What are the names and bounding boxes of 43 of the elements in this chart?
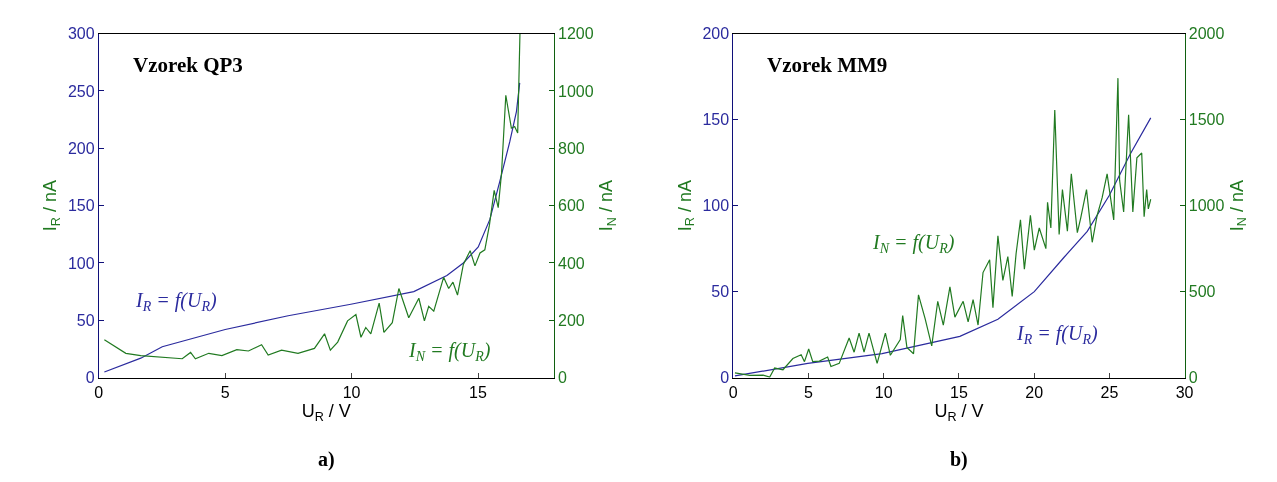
- y-tick-label: 150: [702, 111, 730, 129]
- y2-tick-label: 500: [1188, 283, 1216, 301]
- x-tick-label: 10: [874, 383, 893, 401]
- x-axis-title: U$_{R}$ / V: [301, 400, 351, 424]
- text: Vzorek QP3: [133, 53, 243, 77]
- y-tick-label: 250: [67, 82, 95, 100]
- text: b): [950, 448, 968, 471]
- series-label: I$_{N}$ = f(U$_{R}$): [872, 231, 955, 257]
- y2-tick-label: 1000: [558, 82, 594, 100]
- y-tick-label: 0: [85, 369, 95, 387]
- x-tick-label: 5: [220, 383, 230, 401]
- x-tick-label: 15: [469, 383, 487, 401]
- text: Vzorek MM9: [767, 53, 888, 77]
- y-tick-label: 50: [76, 311, 95, 329]
- text: a): [318, 448, 335, 471]
- y2-tick-label: 200: [558, 311, 585, 329]
- y-tick-label: 100: [702, 197, 730, 215]
- y-tick-label: 50: [711, 283, 730, 301]
- x-axis-title: U$_{R}$ / V: [934, 400, 984, 424]
- y2-tick-label: 1000: [1188, 197, 1225, 215]
- y2-tick-label: 800: [558, 139, 585, 157]
- line-series: [103, 82, 521, 373]
- x-tick-label: 15: [950, 383, 968, 401]
- y2-tick-label: 600: [558, 197, 585, 215]
- y-tick-label: 200: [702, 25, 730, 43]
- x-tick-label: 25: [1100, 383, 1119, 401]
- y2-tick-label: 0: [558, 369, 568, 387]
- x-tick-label: 20: [1025, 383, 1044, 401]
- series-label: I$_{R}$ = f(U$_{R}$): [1016, 322, 1098, 348]
- series-label: I$_{N}$ = f(U$_{R}$): [408, 339, 491, 365]
- x-tick-label: 10: [342, 383, 361, 401]
- y-tick-label: 150: [67, 197, 95, 215]
- y2-tick-label: 1500: [1188, 111, 1225, 129]
- x-tick-label: 5: [804, 383, 814, 401]
- y-tick-label: 100: [67, 254, 95, 272]
- y2-tick-label: 1200: [558, 25, 594, 43]
- y2-tick-label: 400: [558, 254, 585, 272]
- y2-tick-label: 2000: [1188, 25, 1225, 43]
- series-label: I$_{R}$ = f(U$_{R}$): [135, 289, 217, 315]
- y-tick-label: 200: [67, 139, 95, 157]
- y-tick-label: 300: [67, 25, 95, 43]
- y-tick-label: 0: [720, 369, 730, 387]
- line-series: [103, 33, 521, 360]
